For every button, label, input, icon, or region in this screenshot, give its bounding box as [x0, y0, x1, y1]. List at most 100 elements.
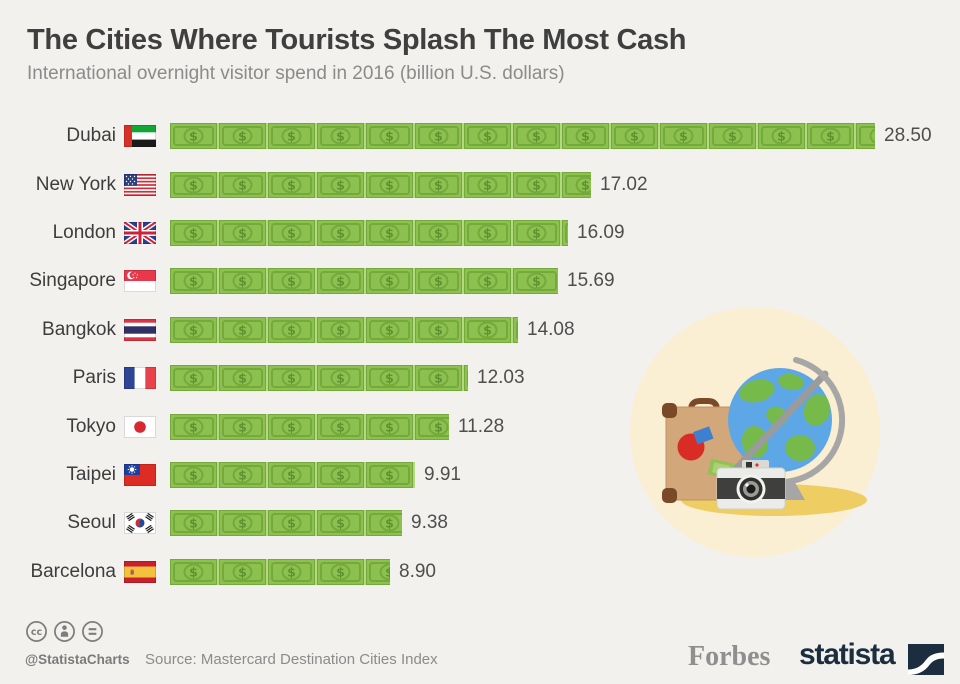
svg-text:$: $: [434, 225, 443, 240]
chart-row: Bangkok $ $ $ $ $ $ $ $ 14.08: [0, 306, 960, 354]
row-label: London: [52, 221, 116, 243]
bar: $ $ $ $ $ $: [170, 413, 449, 440]
flag-gb-holder: [124, 221, 156, 244]
svg-text:$: $: [385, 516, 394, 531]
flag-us-icon: [124, 173, 156, 196]
svg-text:$: $: [728, 129, 737, 144]
svg-text:$: $: [287, 467, 296, 482]
page-title: The Cities Where Tourists Splash The Mos…: [27, 24, 687, 56]
dollar-bill-icon: $: [464, 316, 511, 343]
svg-text:$: $: [189, 274, 198, 289]
bar: $ $ $ $ $: [170, 461, 415, 488]
creative-commons-icon: cc: [26, 621, 47, 642]
svg-text:$: $: [483, 274, 492, 289]
row-value: 11.28: [458, 415, 505, 437]
dollar-bill-icon: $: [464, 171, 511, 198]
dollar-bill-icon: $: [170, 268, 217, 295]
bar: $ $ $ $ $: [170, 510, 402, 537]
dollar-bill-icon: $: [219, 365, 266, 392]
dollar-bill-icon: $: [415, 365, 462, 392]
dollar-bill-icon: $: [366, 461, 413, 488]
svg-text:$: $: [385, 322, 394, 337]
bar-chart: Dubai $$$$$$$$$$$$$$$ 28.50 New York $$$…: [0, 112, 960, 596]
license-icons: cc: [25, 620, 104, 643]
dollar-bill-icon: $: [268, 123, 315, 150]
svg-text:$: $: [189, 129, 198, 144]
travel-illustration: [630, 307, 880, 557]
row-value: 16.09: [577, 221, 625, 243]
dollar-bill-icon: $: [366, 316, 413, 343]
dollar-bill-icon: $: [611, 123, 658, 150]
chart-row: Dubai $ $ $ $ $ $ $ $ $ $ $ $ $ $ $ 28.50: [0, 112, 960, 160]
dollar-bill-icon: $: [513, 219, 560, 246]
dollar-bill-icon: $: [170, 171, 217, 198]
dollar-bill-icon: $: [219, 413, 266, 440]
svg-text:$: $: [189, 225, 198, 240]
dollar-bill-icon: $: [219, 316, 266, 343]
bar: $ $ $ $ $ $ $ $: [170, 268, 558, 295]
dollar-bill-icon: $: [268, 558, 315, 585]
svg-text:$: $: [434, 322, 443, 337]
dollar-bill-icon: $: [366, 219, 413, 246]
dollar-bill-icon: $: [317, 413, 364, 440]
dollar-bill-icon: $: [562, 123, 609, 150]
dollar-bill-icon: $: [415, 171, 462, 198]
dollar-bill-icon: $: [366, 510, 402, 537]
svg-text:$: $: [238, 419, 247, 434]
dollar-bill-icon: $: [415, 219, 462, 246]
dollar-bill-icon: $: [317, 365, 364, 392]
forbes-logo: Forbes: [688, 641, 771, 672]
svg-text:$: $: [336, 371, 345, 386]
row-value: 9.91: [424, 463, 461, 485]
svg-text:$: $: [777, 129, 786, 144]
dollar-bill-icon: $: [170, 413, 217, 440]
dollar-bill-icon: $: [513, 316, 518, 343]
flag-sg-holder: [124, 270, 156, 293]
svg-text:$: $: [287, 516, 296, 531]
svg-text:$: $: [238, 322, 247, 337]
svg-text:$: $: [189, 371, 198, 386]
row-label: Taipei: [66, 463, 116, 485]
flag-sg-icon: [124, 270, 156, 293]
svg-text:$: $: [483, 177, 492, 192]
dollar-bill-icon: $: [366, 268, 413, 295]
dollar-bill-icon: $: [268, 268, 315, 295]
chart-row: Singapore $ $ $ $ $ $ $ $ 15.69: [0, 257, 960, 305]
dollar-bill-icon: $: [170, 123, 217, 150]
camera-icon: [716, 460, 786, 510]
svg-text:$: $: [581, 129, 590, 144]
flag-tw-holder: [124, 463, 156, 486]
row-label: Bangkok: [42, 318, 116, 340]
row-label: Seoul: [67, 512, 116, 534]
flag-gb-icon: [124, 221, 156, 244]
svg-text:$: $: [336, 177, 345, 192]
dollar-bill-icon: $: [415, 316, 462, 343]
svg-text:$: $: [532, 129, 541, 144]
svg-text:$: $: [385, 564, 390, 579]
flag-kr-icon: [124, 512, 156, 535]
dollar-bill-icon: $: [464, 268, 511, 295]
svg-text:$: $: [679, 129, 688, 144]
svg-text:$: $: [434, 129, 443, 144]
dollar-bill-icon: $: [464, 123, 511, 150]
svg-text:$: $: [385, 225, 394, 240]
svg-text:$: $: [287, 225, 296, 240]
svg-text:$: $: [385, 129, 394, 144]
dollar-bill-icon: $: [660, 123, 707, 150]
dollar-bill-icon: $: [268, 413, 315, 440]
chart-row: New York $ $ $ $ $ $ $ $ $ 17.02: [0, 160, 960, 208]
chart-row: London $ $ $ $ $ $ $ $ $ 16.09: [0, 209, 960, 257]
svg-text:$: $: [189, 177, 198, 192]
svg-text:$: $: [336, 564, 345, 579]
dollar-bill-icon: $: [317, 171, 364, 198]
svg-text:$: $: [238, 564, 247, 579]
flag-es-holder: [124, 560, 156, 583]
row-value: 28.50: [884, 125, 932, 147]
dollar-bill-icon: $: [562, 171, 591, 198]
svg-text:$: $: [826, 129, 835, 144]
flag-fr-holder: [124, 367, 156, 390]
dollar-bill-icon: $: [366, 365, 413, 392]
dollar-bill-icon: $: [464, 365, 468, 392]
dollar-bill-icon: $: [562, 219, 568, 246]
